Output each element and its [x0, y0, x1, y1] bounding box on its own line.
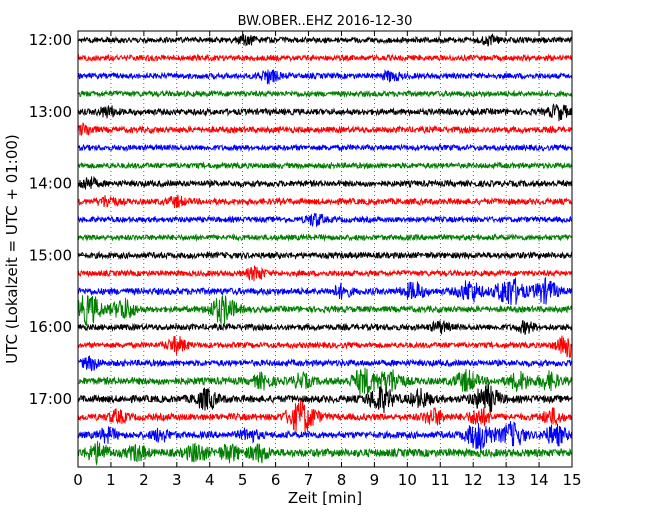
x-tick-label: 13	[497, 471, 516, 489]
trace-1245	[77, 89, 573, 99]
x-axis-label: Zeit [min]	[288, 489, 362, 507]
y-tick-label: 13:00	[29, 103, 72, 121]
y-axis-label: UTC (Lokalzeit = UTC + 01:00)	[3, 134, 21, 364]
y-tick-label: 12:00	[29, 31, 72, 49]
x-tick-label: 5	[238, 471, 248, 489]
trace-1700	[77, 383, 573, 414]
x-tick-label: 9	[370, 471, 380, 489]
trace-1445	[77, 233, 573, 243]
trace-1545	[77, 295, 573, 326]
x-tick-label: 8	[337, 471, 347, 489]
trace-1600	[77, 320, 573, 335]
chart-title: BW.OBER..EHZ 2016-12-30	[238, 14, 413, 29]
trace-1745	[77, 440, 573, 466]
y-tick-label: 17:00	[29, 390, 72, 408]
trace-1215	[77, 53, 573, 63]
trace-1630	[78, 355, 573, 372]
trace-1715	[77, 400, 573, 433]
y-axis: 12:00 13:00 14:00 15:00 16:00 17:00	[29, 31, 572, 408]
trace-1230	[77, 69, 573, 86]
plot-border	[77, 30, 573, 468]
trace-1300	[77, 103, 573, 122]
trace-1645	[77, 367, 573, 396]
y-tick-label: 16:00	[29, 318, 72, 336]
x-tick-label: 4	[205, 471, 215, 489]
trace-1315	[77, 122, 573, 136]
x-tick-label: 0	[73, 471, 83, 489]
trace-1615	[77, 335, 573, 358]
x-tick-label: 12	[464, 471, 483, 489]
trace-1345	[77, 161, 573, 170]
traces	[77, 33, 573, 466]
trace-1500	[77, 250, 573, 261]
trace-1400	[77, 175, 573, 190]
y-tick-label: 15:00	[29, 246, 72, 264]
trace-1200	[77, 33, 573, 47]
x-tick-label: 6	[271, 471, 281, 489]
x-tick-label: 3	[172, 471, 182, 489]
x-tick-label: 2	[139, 471, 149, 489]
x-tick-label: 11	[431, 471, 450, 489]
x-tick-label: 1	[106, 471, 116, 489]
trace-1730	[77, 421, 573, 451]
plot-area	[77, 30, 573, 468]
trace-1415	[77, 194, 573, 208]
y-tick-label: 14:00	[29, 175, 72, 193]
x-tick-label: 14	[530, 471, 549, 489]
x-tick-label: 10	[398, 471, 417, 489]
x-tick-label: 7	[304, 471, 314, 489]
trace-1515	[77, 265, 573, 282]
trace-1530	[78, 276, 573, 306]
trace-1430	[77, 212, 573, 228]
trace-1330	[77, 143, 573, 153]
x-tick-label: 15	[562, 471, 581, 489]
x-axis: 0 1 2 3 4 5 6 7 8 9 10 11 12 13 14 15	[73, 31, 582, 489]
